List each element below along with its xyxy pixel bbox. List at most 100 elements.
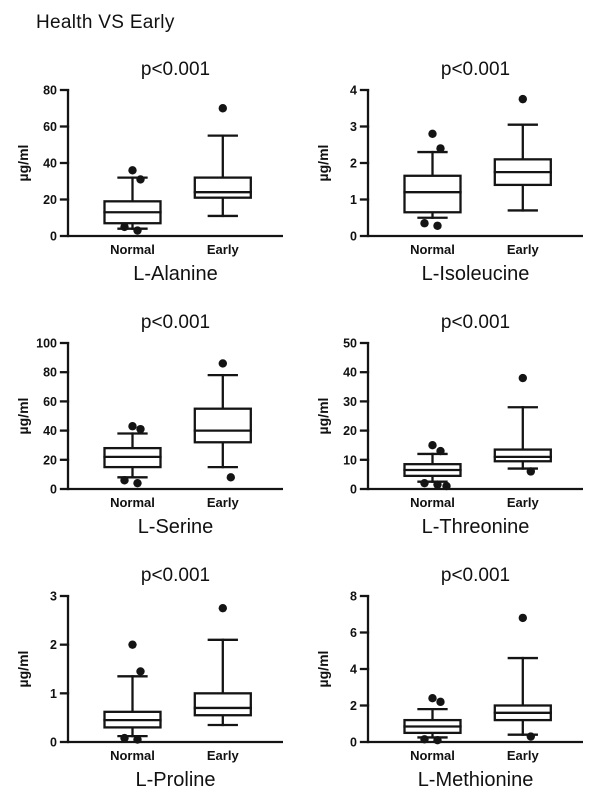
- box-early-l-threonine: [493, 373, 552, 476]
- boxplot-svg-l-threonine: p<0.001 0 10 20 30 40 50 µg/ml Normal Early L-Thre…: [315, 312, 583, 538]
- box-early-l-isoleucine: [493, 94, 552, 212]
- y-tick-label: 30: [343, 395, 357, 409]
- outlier-dot: [218, 603, 227, 613]
- y-tick-label: 60: [43, 395, 57, 409]
- boxplot-panel-l-proline: p<0.001 0 1 2 3 µg/ml Normal Early L-Proline: [0, 554, 300, 807]
- y-tick-label: 40: [43, 157, 57, 171]
- box-normal-l-isoleucine: [403, 129, 462, 230]
- box-normal-l-methionine: [403, 694, 462, 745]
- outlier-dot: [433, 480, 442, 489]
- outlier-dot: [136, 175, 145, 184]
- y-tick-label: 2: [50, 638, 57, 652]
- y-axis-label: µg/ml: [315, 398, 331, 435]
- panel-title: L-Serine: [138, 516, 214, 538]
- panel-title: L-Proline: [135, 769, 215, 791]
- outlier-dot: [442, 481, 451, 491]
- outlier-dot: [136, 667, 145, 676]
- axis-lines: [66, 89, 283, 238]
- outlier-dot: [433, 221, 442, 230]
- box-early-l-methionine: [493, 613, 552, 741]
- box-rect: [193, 407, 252, 444]
- box-rect: [403, 174, 462, 214]
- outlier-dot: [526, 732, 535, 741]
- x-tick-label-early: Early: [507, 242, 540, 257]
- outlier-dot: [428, 129, 437, 138]
- y-tick-label: 0: [50, 483, 57, 497]
- boxplot-panel-l-methionine: p<0.001 0 2 4 6 8 µg/ml Normal Early L-Methionine: [300, 554, 600, 807]
- y-tick-label: 2: [350, 157, 357, 171]
- outlier-dot: [226, 473, 235, 482]
- outlier-dot: [436, 144, 445, 153]
- panel-title: L-Isoleucine: [422, 263, 530, 285]
- box-normal-l-threonine: [403, 441, 462, 491]
- outlier-dot: [420, 478, 429, 488]
- boxplot-svg-l-proline: p<0.001 0 1 2 3 µg/ml Normal Early L-Proline: [15, 565, 283, 791]
- y-tick-label: 40: [343, 366, 357, 380]
- p-value-label: p<0.001: [441, 59, 510, 80]
- p-value-label: p<0.001: [141, 565, 210, 586]
- box-rect: [193, 176, 252, 199]
- panel-title: L-Alanine: [133, 263, 218, 285]
- y-tick-label: 8: [350, 590, 357, 604]
- y-tick-label: 100: [36, 337, 57, 351]
- y-tick-label: 80: [43, 366, 57, 380]
- outlier-dot: [218, 104, 227, 113]
- y-axis-label: µg/ml: [15, 145, 31, 182]
- y-tick-label: 80: [43, 84, 57, 98]
- outlier-dot: [518, 94, 527, 104]
- outlier-dot: [428, 441, 437, 450]
- panel-title: L-Methionine: [418, 769, 534, 791]
- x-tick-label-early: Early: [207, 242, 240, 257]
- outlier-dot: [436, 697, 445, 707]
- outlier-dot: [420, 219, 429, 228]
- outlier-dot: [120, 222, 129, 232]
- boxplot-panel-l-alanine: p<0.001 0 20 40 60 80 µg/ml Normal Early L-Alanin…: [0, 48, 300, 301]
- outlier-dot: [120, 733, 129, 743]
- y-tick-label: 6: [350, 626, 357, 640]
- y-tick-label: 0: [350, 230, 357, 244]
- y-tick-label: 0: [50, 736, 57, 750]
- box-early-l-serine: [193, 359, 252, 482]
- x-tick-label-normal: Normal: [110, 495, 155, 510]
- outlier-dot: [133, 735, 142, 744]
- box-rect: [193, 692, 252, 717]
- outlier-dot: [218, 359, 227, 368]
- p-value-label: p<0.001: [441, 312, 510, 333]
- y-axis-label: µg/ml: [315, 651, 331, 688]
- outlier-dot: [428, 694, 437, 703]
- boxplot-svg-l-methionine: p<0.001 0 2 4 6 8 µg/ml Normal Early L-Methionine: [315, 565, 583, 791]
- outlier-dot: [420, 735, 429, 744]
- outlier-dot: [526, 467, 535, 476]
- y-tick-label: 0: [50, 230, 57, 244]
- boxplot-svg-l-isoleucine: p<0.001 0 1 2 3 4 µg/ml Normal Early L-Isoleucine: [315, 59, 583, 285]
- box-normal-l-proline: [103, 640, 162, 744]
- y-tick-label: 4: [350, 84, 357, 98]
- outlier-dot: [518, 613, 527, 623]
- outlier-dot: [128, 422, 137, 431]
- box-early-l-alanine: [193, 104, 252, 218]
- y-tick-label: 20: [43, 193, 57, 207]
- charts-grid: p<0.001 0 20 40 60 80 µg/ml Normal Early L-Alanin…: [0, 48, 600, 807]
- outlier-dot: [128, 166, 137, 175]
- boxplot-panel-l-isoleucine: p<0.001 0 1 2 3 4 µg/ml Normal Early L-Isoleucine: [300, 48, 600, 301]
- y-axis-label: µg/ml: [315, 145, 331, 182]
- y-tick-label: 4: [350, 663, 357, 677]
- box-normal-l-serine: [103, 422, 162, 488]
- y-tick-label: 60: [43, 120, 57, 134]
- y-tick-label: 0: [350, 736, 357, 750]
- box-early-l-proline: [193, 603, 252, 727]
- outlier-dot: [133, 226, 142, 235]
- outlier-dot: [133, 478, 142, 488]
- x-tick-label-normal: Normal: [410, 495, 455, 510]
- outlier-dot: [518, 373, 527, 383]
- boxplot-panel-l-threonine: p<0.001 0 10 20 30 40 50 µg/ml Normal Early L-Thre…: [300, 301, 600, 554]
- figure-title: Health VS Early: [36, 12, 175, 33]
- axis-lines: [366, 342, 583, 491]
- x-tick-label-normal: Normal: [110, 748, 155, 763]
- x-tick-label-normal: Normal: [410, 748, 455, 763]
- panel-title: L-Threonine: [422, 516, 530, 538]
- boxplot-svg-l-serine: p<0.001 0 20 40 60 80 100 µg/ml Normal Early L-Ser…: [15, 312, 283, 538]
- x-tick-label-early: Early: [207, 748, 240, 763]
- y-tick-label: 3: [350, 120, 357, 134]
